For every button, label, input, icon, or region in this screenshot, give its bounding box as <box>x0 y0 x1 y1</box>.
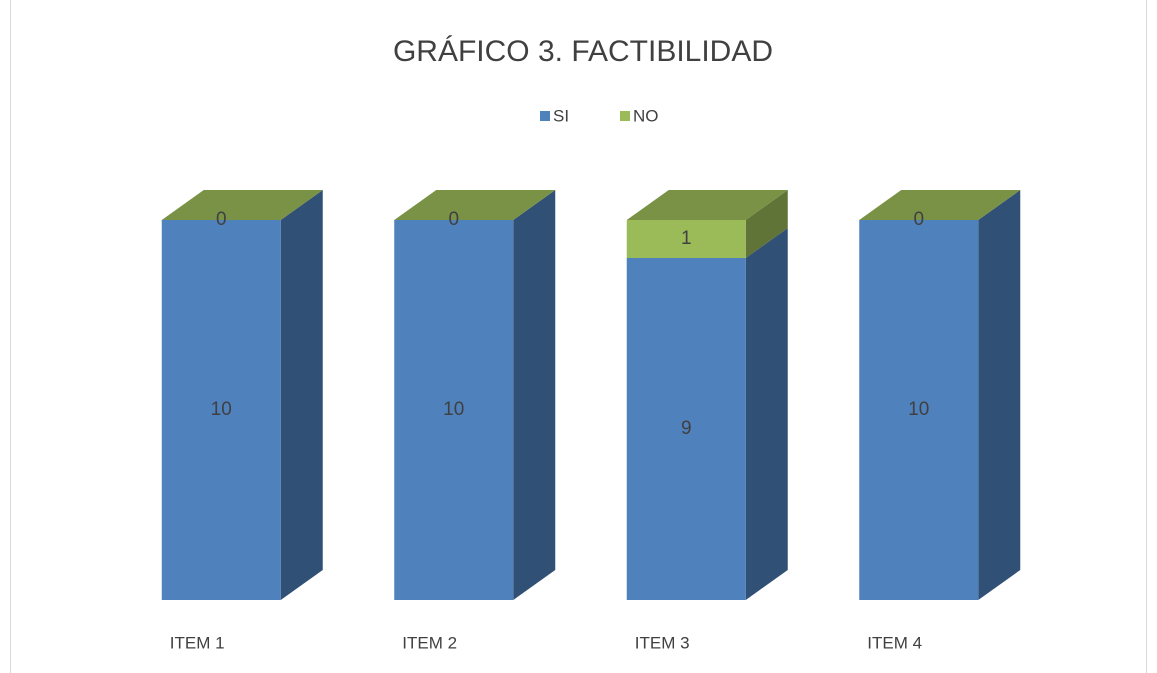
bar-side <box>280 190 323 600</box>
bar-top <box>626 190 788 220</box>
legend-label: SI <box>553 106 569 125</box>
data-label: 10 <box>443 399 464 420</box>
data-label: 0 <box>216 209 227 230</box>
bar-side <box>513 190 556 600</box>
bar-top <box>394 190 556 220</box>
bar-side <box>745 228 788 600</box>
data-label: 0 <box>448 209 459 230</box>
bar <box>859 220 979 600</box>
data-label: 1 <box>681 228 692 249</box>
bar-side <box>978 190 1021 600</box>
x-tick-label: ITEM 1 <box>170 633 225 652</box>
x-tick-label: ITEM 4 <box>867 633 922 652</box>
data-label: 10 <box>211 399 232 420</box>
legend-swatch <box>540 111 550 121</box>
x-tick-label: ITEM 3 <box>635 633 690 652</box>
bar <box>626 220 746 258</box>
chart-title: GRÁFICO 3. FACTIBILIDAD <box>393 35 773 68</box>
x-tick-label: ITEM 2 <box>402 633 457 652</box>
bar-side <box>745 190 788 258</box>
data-label: 9 <box>681 418 692 439</box>
data-label: 10 <box>908 399 929 420</box>
legend-swatch <box>620 111 630 121</box>
bar <box>626 258 746 600</box>
bar-top <box>161 190 323 220</box>
bar <box>394 220 514 600</box>
bar-top <box>859 190 1021 220</box>
legend-label: NO <box>633 106 659 125</box>
bar <box>161 220 281 600</box>
data-label: 0 <box>913 209 924 230</box>
